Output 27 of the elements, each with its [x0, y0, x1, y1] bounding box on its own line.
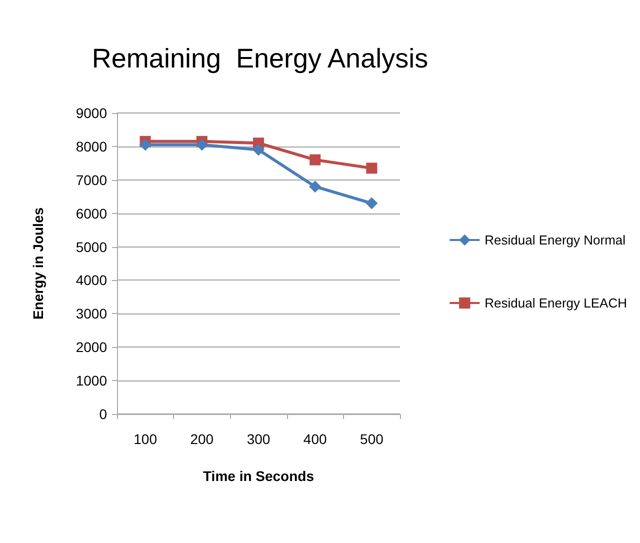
point [139, 138, 152, 151]
y-tick-label: 4000 [76, 272, 108, 288]
x-tick-label: 200 [190, 431, 214, 447]
y-axis-title: Energy in Joules [30, 207, 46, 320]
point [366, 197, 378, 210]
y-tick-label: 8000 [76, 138, 108, 154]
legend-label: Residual Energy LEACH [484, 296, 628, 310]
x-tick-label: 300 [246, 431, 270, 447]
y-tick-label: 1000 [76, 372, 108, 389]
x-tick-label: 100 [134, 431, 158, 447]
y-tick-label: 5000 [76, 238, 108, 255]
y-tick-label: 3000 [76, 306, 108, 322]
legend-label: Residual Energy Normal [484, 232, 626, 248]
point [366, 162, 378, 174]
x-axis-title: Time in Seconds [203, 468, 314, 484]
chart-title: Remaining Energy Analysis [92, 44, 428, 74]
x-tick-label: 400 [303, 431, 327, 447]
point [196, 138, 208, 151]
point [252, 144, 264, 156]
y-tick-label: 2000 [76, 339, 108, 356]
y-tick-label: 6000 [76, 205, 108, 222]
y-tick-label: 0 [99, 406, 108, 422]
point [309, 180, 322, 193]
point [310, 154, 321, 166]
x-tick-label: 500 [360, 431, 384, 447]
y-tick-label: 7000 [76, 172, 108, 188]
y-tick-label: 9000 [76, 105, 108, 121]
